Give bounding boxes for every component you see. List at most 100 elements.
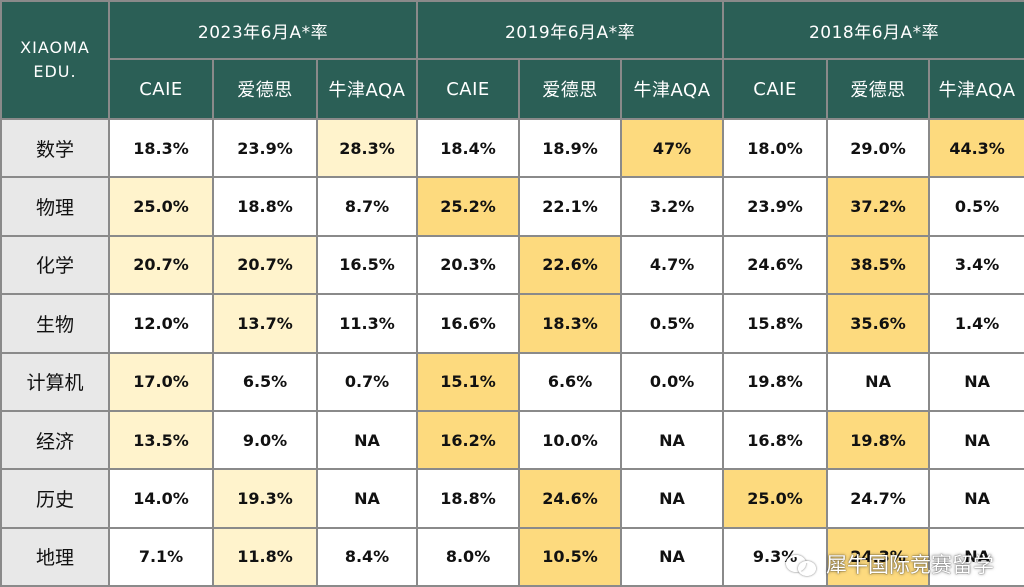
table-body: 数学 18.3% 23.9% 28.3% 18.4% 18.9% 47% 18.0% 29.0%… <box>0 117 1024 587</box>
rate-cell: NA <box>620 526 725 587</box>
rate-cell: 13.7% <box>212 293 318 354</box>
rate-cell: 7.1% <box>108 526 214 587</box>
rate-cell: 18.8% <box>212 176 318 237</box>
table-row: 计算机 17.0% 6.5% 0.7% 15.1% 6.6% 0.0% 19.8% NA NA <box>0 351 1024 412</box>
rate-cell: 25.0% <box>108 176 214 237</box>
subject-label: 地理 <box>0 526 110 587</box>
board-header-2: 牛津AQA <box>315 58 419 120</box>
rate-cell: NA <box>315 468 419 529</box>
subject-label: 经济 <box>0 409 110 471</box>
rate-cell: 9.0% <box>212 409 318 471</box>
rate-cell: 18.0% <box>722 117 829 179</box>
group-header-2023: 2023年6月A*率 <box>107 0 419 60</box>
table-row: 经济 13.5% 9.0% NA 16.2% 10.0% NA 16.8% 19.8% NA <box>0 409 1024 471</box>
rate-cell: 18.4% <box>416 117 521 179</box>
table-row: 化学 20.7% 20.7% 16.5% 20.3% 22.6% 4.7% 24.6% 38.5… <box>0 234 1024 296</box>
rate-cell: NA <box>620 409 725 471</box>
rate-cell: 44.3% <box>928 117 1024 179</box>
rate-cell: 24.6% <box>518 468 623 529</box>
rate-cell: 1.4% <box>928 293 1024 354</box>
table-row: 数学 18.3% 23.9% 28.3% 18.4% 18.9% 47% 18.0% 29.0%… <box>0 117 1024 179</box>
subject-label: 数学 <box>0 117 110 179</box>
rate-cell: 13.5% <box>108 409 214 471</box>
rate-cell: 0.5% <box>928 176 1024 237</box>
subject-label: 化学 <box>0 234 110 296</box>
rate-cell: NA <box>315 409 419 471</box>
rate-cell: 16.5% <box>315 234 419 296</box>
subject-label: 历史 <box>0 468 110 529</box>
rate-cell: 24.3% <box>826 526 931 587</box>
rate-cell: 47% <box>620 117 725 179</box>
board-header-0: CAIE <box>108 58 214 120</box>
rate-cell: 11.3% <box>315 293 419 354</box>
rate-cell: 4.7% <box>620 234 725 296</box>
rate-cell: 22.6% <box>518 234 623 296</box>
rate-cell: 0.5% <box>620 293 725 354</box>
rate-cell: 15.8% <box>722 293 829 354</box>
table-row: 地理 7.1% 11.8% 8.4% 8.0% 10.5% NA 9.3% 24.3% NA <box>0 526 1024 587</box>
rate-cell: 25.0% <box>722 468 829 529</box>
board-header-8: 牛津AQA <box>928 58 1024 120</box>
rate-cell: 23.9% <box>722 176 829 237</box>
rate-cell: 16.2% <box>416 409 521 471</box>
subject-label: 生物 <box>0 293 110 354</box>
rate-cell: NA <box>928 351 1024 412</box>
table-row: 物理 25.0% 18.8% 8.7% 25.2% 22.1% 3.2% 23.9% 37.2%… <box>0 176 1024 237</box>
rate-cell: NA <box>928 409 1024 471</box>
group-header-2019: 2019年6月A*率 <box>416 0 725 60</box>
rate-cell: 16.8% <box>722 409 829 471</box>
board-header-5: 牛津AQA <box>620 58 725 120</box>
board-header-row: CAIE 爱德思 牛津AQA CAIE 爱德思 牛津AQA CAIE 爱德思 牛津AQA <box>1 58 1024 120</box>
rate-cell: 23.9% <box>212 117 318 179</box>
rate-cell: 20.7% <box>108 234 214 296</box>
rate-cell: 19.8% <box>826 409 931 471</box>
rate-cell: NA <box>928 468 1024 529</box>
rate-cell: 8.0% <box>416 526 521 587</box>
rate-cell: 19.8% <box>722 351 829 412</box>
rate-cell: 18.9% <box>518 117 623 179</box>
rate-cell: 8.4% <box>315 526 419 587</box>
rate-cell: 11.8% <box>212 526 318 587</box>
rate-cell: 20.3% <box>416 234 521 296</box>
rate-cell: 24.6% <box>722 234 829 296</box>
rate-cell: 10.5% <box>518 526 623 587</box>
rate-cell: 9.3% <box>722 526 829 587</box>
board-header-6: CAIE <box>722 58 829 120</box>
rate-cell: 15.1% <box>416 351 521 412</box>
group-header-2018: 2018年6月A*率 <box>722 0 1024 60</box>
board-header-3: CAIE <box>416 58 521 120</box>
subject-label: 计算机 <box>0 351 110 412</box>
rate-cell: 6.6% <box>518 351 623 412</box>
board-header-4: 爱德思 <box>518 58 623 120</box>
rate-cell: 8.7% <box>315 176 419 237</box>
rate-cell: 3.4% <box>928 234 1024 296</box>
rate-cell: NA <box>928 526 1024 587</box>
rate-cell: 37.2% <box>826 176 931 237</box>
rate-cell: NA <box>620 468 725 529</box>
rate-cell: 14.0% <box>108 468 214 529</box>
rate-cell: 19.3% <box>212 468 318 529</box>
rate-cell: 3.2% <box>620 176 725 237</box>
rate-cell: 22.1% <box>518 176 623 237</box>
rate-cell: NA <box>826 351 931 412</box>
rate-cell: 25.2% <box>416 176 521 237</box>
rate-cell: 20.7% <box>212 234 318 296</box>
rate-cell: 0.0% <box>620 351 725 412</box>
brand-cell: XIAOMA EDU. <box>0 0 110 120</box>
rate-cell: 12.0% <box>108 293 214 354</box>
rate-cell: 16.6% <box>416 293 521 354</box>
brand-line-1: XIAOMA <box>20 38 90 57</box>
rate-cell: 28.3% <box>315 117 419 179</box>
rate-cell: 6.5% <box>212 351 318 412</box>
rate-cell: 18.8% <box>416 468 521 529</box>
rate-cell: 35.6% <box>826 293 931 354</box>
rate-cell: 38.5% <box>826 234 931 296</box>
rate-cell: 10.0% <box>518 409 623 471</box>
rate-cell: 29.0% <box>826 117 931 179</box>
rate-cell: 17.0% <box>108 351 214 412</box>
subject-label: 物理 <box>0 176 110 237</box>
rate-cell: 18.3% <box>518 293 623 354</box>
board-header-7: 爱德思 <box>826 58 931 120</box>
